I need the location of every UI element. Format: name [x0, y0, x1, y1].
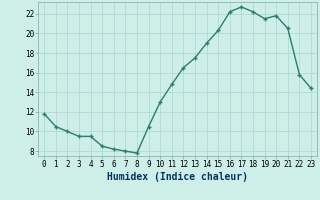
X-axis label: Humidex (Indice chaleur): Humidex (Indice chaleur): [107, 172, 248, 182]
